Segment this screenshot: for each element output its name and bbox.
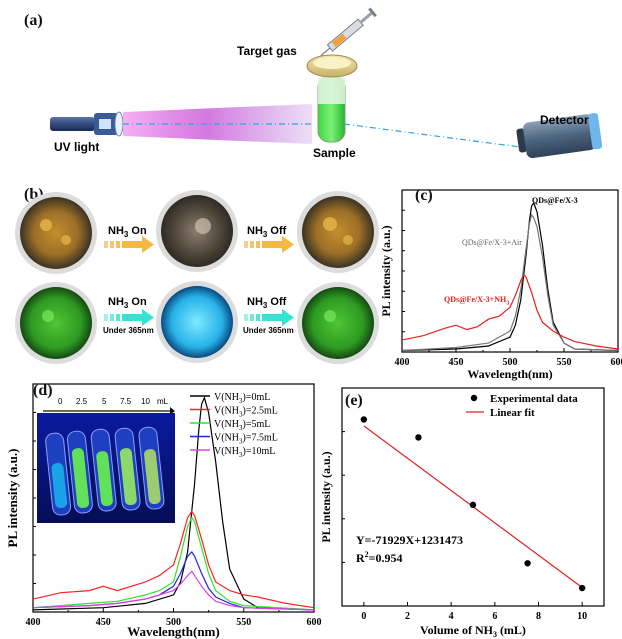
- syringe-icon: [320, 7, 377, 57]
- dish-yellow-1: [15, 192, 97, 274]
- x-tick-label: 500: [503, 357, 518, 368]
- dish-cyan: [156, 281, 238, 363]
- uv-light-label: UV light: [54, 140, 100, 154]
- r2-label: R2=0.954: [356, 550, 403, 565]
- panel-d-label: (d): [33, 382, 53, 399]
- x-tick-label: 400: [26, 617, 41, 628]
- legend-label: V(NH3)=10mL: [214, 446, 275, 459]
- x-axis-title: Wavelength(nm): [127, 624, 219, 639]
- x-tick-label: 0: [361, 611, 366, 622]
- legend-c-nh3: QDs@Fe/X-3+NH3: [444, 295, 510, 307]
- detector-icon: [516, 113, 603, 159]
- x-tick-label: 10: [577, 611, 587, 622]
- x-axis-title: Volume of NH3 (mL): [420, 623, 526, 639]
- tube-icon: [45, 432, 72, 516]
- series-line: [32, 510, 315, 609]
- x-tick-label: 4: [449, 611, 454, 622]
- nh3-on-label-2: NH3 On: [108, 296, 147, 311]
- y-axis-title: PL intensity (a.u.): [5, 449, 20, 548]
- panel-c-label: (c): [415, 187, 433, 204]
- data-point: [578, 584, 586, 592]
- series-line: [401, 213, 619, 352]
- uv-light-icon: [50, 111, 124, 137]
- dish-dark: [156, 190, 238, 272]
- x-tick-label: 8: [536, 611, 541, 622]
- tube-icon: [90, 428, 117, 512]
- inset-tick-0: 0: [58, 397, 63, 406]
- x-tick-label: 600: [307, 617, 322, 628]
- under-365-label-2: Under 365nm: [243, 326, 294, 335]
- sample-label: Sample: [313, 146, 356, 160]
- y-axis-title: PL intensity (a.u.): [319, 451, 333, 542]
- nh3-off-label-1: NH3 Off: [247, 225, 287, 240]
- inset-tick-1: 2.5: [76, 397, 88, 406]
- arrow-icon: [104, 309, 154, 326]
- under-365-label-1: Under 365nm: [103, 326, 154, 335]
- legend-label: V(NH3)=0mL: [214, 392, 270, 405]
- data-point: [469, 501, 477, 509]
- legend-label: V(NH3)=2.5mL: [214, 406, 278, 419]
- target-gas-label: Target gas: [237, 44, 297, 58]
- inset-tick-4: 10: [141, 397, 150, 406]
- detector-label: Detector: [540, 113, 589, 127]
- legend-c-air: QDs@Fe/X-3+Air: [462, 238, 522, 247]
- sample-tube-icon: [306, 54, 358, 143]
- x-tick-label: 600: [611, 357, 622, 368]
- inset-tick-3: 7.5: [120, 397, 132, 406]
- x-tick-label: 6: [492, 611, 497, 622]
- series-line: [32, 570, 315, 611]
- data-point: [415, 434, 422, 441]
- inset-tick-2: 5: [102, 397, 107, 406]
- panel-a-label: (a): [24, 12, 43, 29]
- arrow-icon: [244, 236, 294, 253]
- x-tick-label: 550: [236, 617, 251, 628]
- tube-icon: [66, 430, 93, 514]
- equation-label: Y=-71929X+1231473: [356, 533, 464, 547]
- nh3-on-label-1: NH3 On: [108, 225, 147, 240]
- x-axis-title: Wavelength(nm): [467, 367, 552, 381]
- y-axis-title: PL intensity (a.u.): [379, 225, 393, 316]
- legend-marker: [470, 394, 478, 402]
- dish-green-2: [297, 282, 379, 364]
- series-line: [401, 273, 619, 350]
- arrow-icon: [244, 309, 294, 326]
- inset-tick-5: mL: [157, 397, 169, 406]
- tube-icon: [114, 427, 141, 511]
- x-tick-label: 500: [166, 617, 181, 628]
- data-point: [524, 560, 531, 567]
- plot-frame: [341, 387, 605, 607]
- x-tick-label: 400: [395, 357, 410, 368]
- x-tick-label: 450: [449, 357, 464, 368]
- dish-green-1: [15, 282, 97, 364]
- legend-label: V(NH3)=5mL: [214, 419, 270, 432]
- series-line: [401, 201, 619, 352]
- legend-c-qds: QDs@Fe/X-3: [532, 196, 578, 205]
- series-line: [32, 516, 315, 611]
- x-tick-label: 450: [96, 617, 111, 628]
- panel-b-photos: [15, 190, 379, 364]
- legend-label: V(NH3)=7.5mL: [214, 433, 278, 446]
- dish-yellow-2: [297, 191, 379, 273]
- legend-label: Linear fit: [490, 407, 535, 419]
- data-point: [360, 416, 368, 423]
- arrow-icon: [104, 236, 154, 253]
- x-tick-label: 2: [405, 611, 410, 622]
- panel-e-label: (e): [345, 392, 363, 409]
- legend-label: Experimental data: [490, 393, 578, 405]
- x-tick-label: 550: [557, 357, 572, 368]
- tube-icon: [138, 426, 165, 510]
- series-line: [32, 395, 315, 611]
- nh3-off-label-2: NH3 Off: [247, 296, 287, 311]
- inset-tubes-photo: [37, 407, 175, 523]
- panel-a-schematic: [50, 7, 603, 159]
